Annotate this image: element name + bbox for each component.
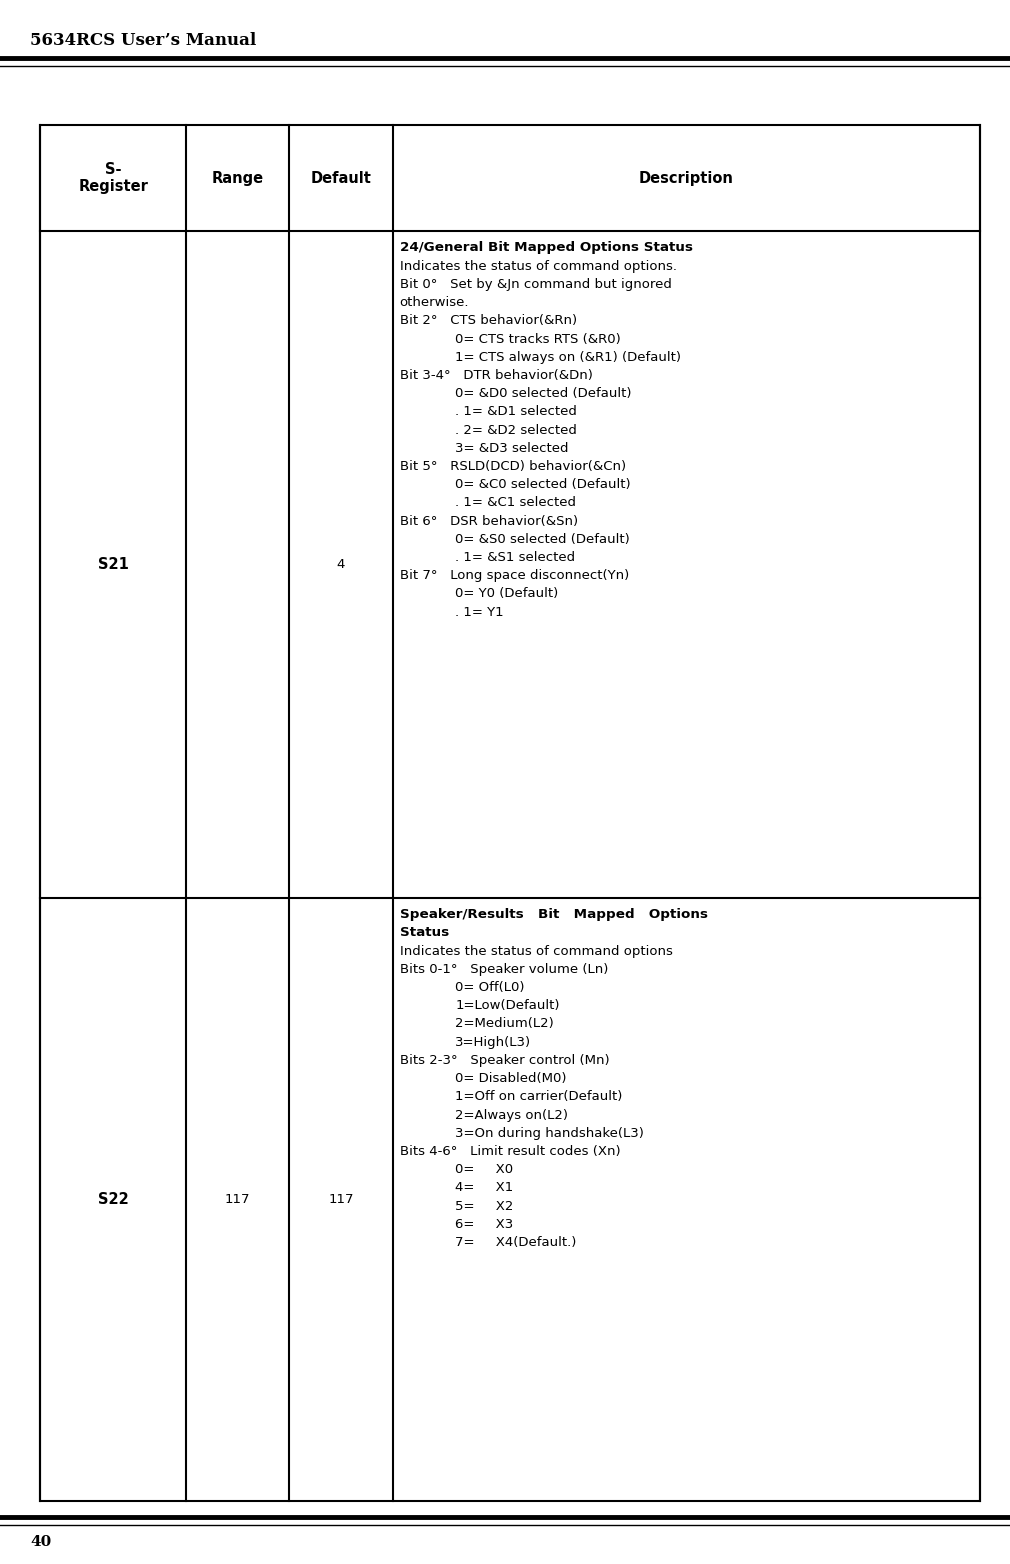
Text: 5634RCS User’s Manual: 5634RCS User’s Manual <box>30 33 257 48</box>
Text: 0= Disabled(M0): 0= Disabled(M0) <box>456 1071 567 1085</box>
Text: 0= Off(L0): 0= Off(L0) <box>456 981 525 995</box>
Text: 117: 117 <box>328 1193 353 1206</box>
Text: 24/General Bit Mapped Options Status: 24/General Bit Mapped Options Status <box>400 241 693 255</box>
Text: . 2= &D2 selected: . 2= &D2 selected <box>456 424 577 436</box>
Text: Status: Status <box>400 926 449 940</box>
Text: 6=     X3: 6= X3 <box>456 1218 513 1231</box>
Text: 0= Y0 (Default): 0= Y0 (Default) <box>456 588 559 601</box>
Text: Speaker/Results   Bit   Mapped   Options: Speaker/Results Bit Mapped Options <box>400 909 708 921</box>
Text: . 1= &D1 selected: . 1= &D1 selected <box>456 405 577 418</box>
Text: 0=     X0: 0= X0 <box>456 1164 513 1176</box>
Text: Indicates the status of command options.: Indicates the status of command options. <box>400 260 677 272</box>
Text: Bit 2°   CTS behavior(&Rn): Bit 2° CTS behavior(&Rn) <box>400 314 577 327</box>
Text: 1=Off on carrier(Default): 1=Off on carrier(Default) <box>456 1090 622 1103</box>
Text: Bit 3-4°   DTR behavior(&Dn): Bit 3-4° DTR behavior(&Dn) <box>400 369 593 382</box>
Text: 0= &S0 selected (Default): 0= &S0 selected (Default) <box>456 533 630 546</box>
Text: 3= &D3 selected: 3= &D3 selected <box>456 441 569 455</box>
Text: Indicates the status of command options: Indicates the status of command options <box>400 945 673 957</box>
Text: Bits 4-6°   Limit result codes (Xn): Bits 4-6° Limit result codes (Xn) <box>400 1145 620 1157</box>
Text: 1=Low(Default): 1=Low(Default) <box>456 999 560 1012</box>
Text: S-
Register: S- Register <box>78 163 148 194</box>
Text: . 1= &C1 selected: . 1= &C1 selected <box>456 496 577 510</box>
Text: Range: Range <box>211 170 264 186</box>
Text: otherwise.: otherwise. <box>400 296 470 310</box>
Text: S21: S21 <box>98 557 128 572</box>
Text: . 1= &S1 selected: . 1= &S1 selected <box>456 551 576 565</box>
Text: 4=     X1: 4= X1 <box>456 1181 513 1195</box>
Text: S22: S22 <box>98 1192 128 1207</box>
Text: Bit 6°   DSR behavior(&Sn): Bit 6° DSR behavior(&Sn) <box>400 515 578 527</box>
Text: Bits 0-1°   Speaker volume (Ln): Bits 0-1° Speaker volume (Ln) <box>400 963 608 976</box>
Text: 4: 4 <box>336 558 345 571</box>
Text: . 1= Y1: . 1= Y1 <box>456 605 504 619</box>
Bar <box>40 125 980 1501</box>
Text: 7=     X4(Default.): 7= X4(Default.) <box>456 1236 577 1250</box>
Text: 0= &D0 selected (Default): 0= &D0 selected (Default) <box>456 388 632 400</box>
Text: 117: 117 <box>225 1193 250 1206</box>
Text: 2=Medium(L2): 2=Medium(L2) <box>456 1018 554 1031</box>
Text: 2=Always on(L2): 2=Always on(L2) <box>456 1109 569 1121</box>
Text: 0= &C0 selected (Default): 0= &C0 selected (Default) <box>456 479 631 491</box>
Text: 5=     X2: 5= X2 <box>456 1200 514 1212</box>
Text: 1= CTS always on (&R1) (Default): 1= CTS always on (&R1) (Default) <box>456 350 682 364</box>
Text: Description: Description <box>638 170 733 186</box>
Text: Default: Default <box>310 170 372 186</box>
Text: Bits 2-3°   Speaker control (Mn): Bits 2-3° Speaker control (Mn) <box>400 1054 609 1067</box>
Text: Bit 5°   RSLD(DCD) behavior(&Cn): Bit 5° RSLD(DCD) behavior(&Cn) <box>400 460 626 472</box>
Text: Bit 0°   Set by &Jn command but ignored: Bit 0° Set by &Jn command but ignored <box>400 278 672 291</box>
Text: 0= CTS tracks RTS (&R0): 0= CTS tracks RTS (&R0) <box>456 333 621 346</box>
Text: 3=High(L3): 3=High(L3) <box>456 1035 531 1049</box>
Text: Bit 7°   Long space disconnect(Yn): Bit 7° Long space disconnect(Yn) <box>400 569 629 582</box>
Text: 40: 40 <box>30 1536 52 1548</box>
Text: 3=On during handshake(L3): 3=On during handshake(L3) <box>456 1126 644 1140</box>
